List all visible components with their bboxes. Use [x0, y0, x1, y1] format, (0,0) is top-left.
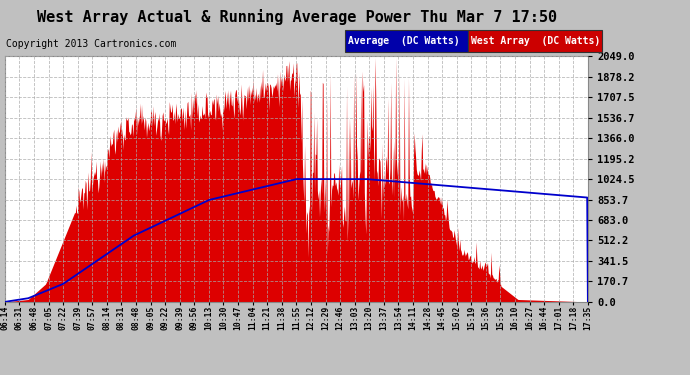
Text: West Array  (DC Watts): West Array (DC Watts) [471, 36, 600, 46]
Text: West Array Actual & Running Average Power Thu Mar 7 17:50: West Array Actual & Running Average Powe… [37, 9, 557, 26]
Text: Copyright 2013 Cartronics.com: Copyright 2013 Cartronics.com [6, 39, 176, 50]
Text: Average  (DC Watts): Average (DC Watts) [348, 36, 460, 46]
